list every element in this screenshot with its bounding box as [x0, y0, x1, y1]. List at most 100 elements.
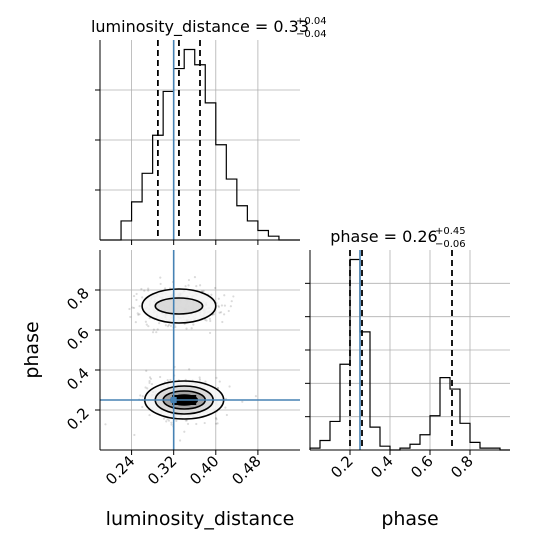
- scatter-point: [165, 420, 168, 423]
- scatter-point: [128, 307, 131, 311]
- x-tick-label: 0.24: [102, 452, 138, 488]
- xlabel-luminosity-distance: luminosity_distance: [106, 508, 295, 530]
- title-phase-plus: +0.45: [435, 226, 466, 237]
- scatter-point: [148, 413, 151, 417]
- y-tick-label: 0.6: [63, 324, 93, 354]
- luminosity-distance-histogram: [95, 40, 300, 245]
- scatter-point: [204, 318, 207, 321]
- scatter-point: [156, 328, 159, 331]
- scatter-point: [184, 419, 187, 422]
- scatter-point: [199, 284, 202, 287]
- scatter-point: [170, 423, 173, 426]
- scatter-point: [218, 380, 221, 383]
- scatter-point: [141, 405, 144, 409]
- scatter-point: [143, 289, 146, 292]
- scatter-point: [186, 422, 190, 426]
- scatter-point: [195, 422, 198, 426]
- scatter-point: [208, 331, 212, 335]
- scatter-point: [144, 320, 147, 323]
- histogram-step: [309, 258, 510, 451]
- scatter-point: [169, 378, 172, 382]
- x-tick-label: 0.48: [228, 452, 264, 488]
- scatter-point: [230, 300, 233, 303]
- x-tick-label: 0.4: [367, 452, 397, 482]
- scatter-point: [167, 323, 171, 327]
- scatter-point: [241, 400, 244, 403]
- scatter-point: [184, 285, 187, 288]
- scatter-point: [214, 286, 217, 290]
- scatter-point: [134, 321, 137, 324]
- scatter-point: [151, 331, 155, 334]
- scatter-point: [162, 417, 166, 420]
- title-phase-minus: −0.06: [435, 239, 466, 250]
- scatter-point: [137, 313, 140, 316]
- scatter-point: [202, 289, 205, 293]
- x-tick-label: 0.32: [144, 452, 180, 488]
- scatter-point: [158, 322, 161, 325]
- scatter-point: [204, 380, 207, 383]
- scatter-content: [100, 250, 300, 450]
- scatter-point: [215, 376, 218, 379]
- scatter-point: [132, 294, 136, 298]
- scatter-point: [147, 289, 150, 292]
- scatter-point: [159, 276, 162, 279]
- title-luminosity-distance: luminosity_distance = 0.33: [91, 17, 309, 37]
- phase-vs-luminosity-scatter: 0.24 0.32 0.40 0.48 0.2 0.4 0.6 0.8: [63, 250, 300, 488]
- scatter-point: [217, 304, 220, 307]
- scatter-point: [192, 323, 195, 326]
- scatter-point: [138, 313, 141, 316]
- scatter-point: [187, 284, 190, 287]
- truth-marker: [170, 397, 177, 403]
- scatter-point: [159, 375, 162, 379]
- scatter-point: [217, 305, 221, 309]
- phase-histogram: 0.2 0.4 0.6 0.8: [305, 250, 510, 482]
- scatter-point: [254, 395, 258, 398]
- scatter-point: [193, 276, 197, 279]
- scatter-point: [164, 324, 167, 327]
- scatter-point: [190, 327, 193, 330]
- scatter-point: [139, 394, 142, 397]
- scatter-point: [141, 296, 144, 299]
- scatter-point: [221, 320, 224, 324]
- scatter-point: [212, 313, 215, 316]
- scatter-point: [205, 319, 208, 322]
- scatter-point: [174, 325, 177, 329]
- scatter-point: [166, 325, 170, 328]
- scatter-point: [129, 315, 132, 319]
- scatter-point: [146, 387, 149, 390]
- scatter-point: [220, 304, 224, 307]
- scatter-point: [209, 319, 212, 323]
- scatter-point: [198, 378, 202, 381]
- scatter-point: [175, 419, 178, 422]
- density-contour: [154, 297, 204, 315]
- scatter-point: [148, 379, 151, 383]
- scatter-point: [229, 305, 232, 308]
- panel-frame: [100, 250, 300, 450]
- xlabel-phase: phase: [381, 508, 438, 530]
- title-luminosity-distance-minus: −0.04: [296, 29, 327, 40]
- scatter-point: [198, 376, 201, 379]
- scatter-point: [135, 292, 138, 296]
- scatter-point: [133, 433, 136, 437]
- x-tick-label: 0.8: [447, 452, 477, 482]
- scatter-point: [166, 418, 169, 421]
- scatter-point: [223, 313, 226, 316]
- scatter-point: [169, 324, 173, 328]
- x-tick-label: 0.6: [407, 452, 437, 482]
- scatter-point: [185, 419, 188, 422]
- scatter-point: [218, 311, 221, 314]
- scatter-point: [167, 419, 171, 422]
- scatter-point: [215, 418, 218, 421]
- scatter-point: [210, 293, 213, 296]
- scatter-point: [223, 304, 227, 307]
- scatter-point: [216, 387, 220, 390]
- scatter-point: [195, 285, 198, 288]
- scatter-point: [147, 325, 150, 328]
- scatter-point: [216, 422, 219, 425]
- scatter-point: [227, 309, 230, 313]
- scatter-point: [224, 406, 227, 409]
- scatter-point: [148, 381, 151, 385]
- x-tick-label: 0.2: [327, 452, 357, 482]
- scatter-point: [144, 386, 147, 389]
- scatter-point: [141, 395, 144, 398]
